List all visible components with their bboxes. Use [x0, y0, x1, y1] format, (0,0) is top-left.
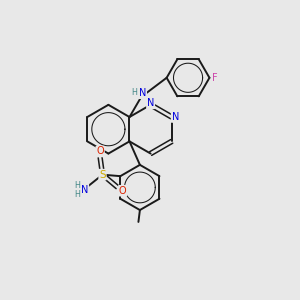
- Text: O: O: [96, 146, 104, 157]
- Text: F: F: [212, 73, 218, 83]
- Text: N: N: [139, 88, 146, 98]
- Text: N: N: [172, 112, 179, 122]
- Text: S: S: [99, 170, 106, 180]
- Text: N: N: [81, 184, 88, 194]
- Text: N: N: [147, 98, 154, 108]
- Text: H: H: [74, 190, 80, 199]
- Text: H: H: [74, 181, 80, 190]
- Text: O: O: [119, 186, 127, 196]
- Text: H: H: [132, 88, 137, 97]
